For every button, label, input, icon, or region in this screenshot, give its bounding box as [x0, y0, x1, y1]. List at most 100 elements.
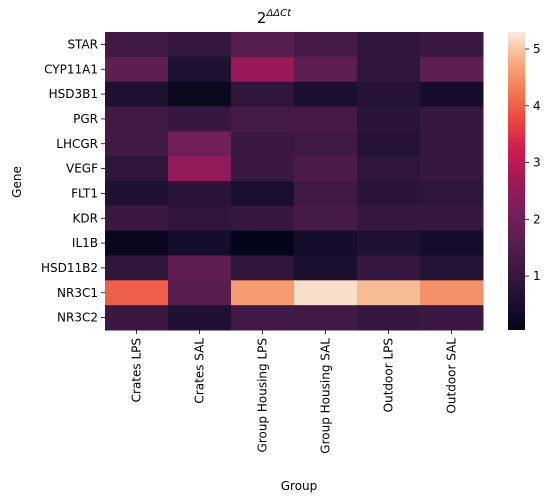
heatmap-cell [294, 106, 358, 132]
heatmap-cell [420, 205, 484, 232]
heatmap-cell [357, 106, 421, 132]
colorbar [508, 32, 525, 330]
heatmap-cell [168, 156, 232, 182]
heatmap-cell [294, 81, 358, 107]
heatmap-cell [231, 305, 295, 331]
heatmap-cell [231, 181, 295, 207]
heatmap-cell [168, 81, 232, 107]
heatmap-cell [294, 230, 358, 256]
heatmap-cell [294, 305, 358, 331]
heatmap-cell [231, 56, 295, 83]
x-axis-label: Group [281, 479, 318, 493]
heatmap-cell [168, 32, 232, 58]
chart-title-superscript: ΔΔCt [265, 8, 292, 19]
heatmap-cell [420, 156, 484, 182]
heatmap-cell [105, 81, 169, 107]
x-tick-label: Group Housing LPS [256, 338, 270, 452]
heatmap-cell [357, 230, 421, 256]
heatmap-cell [105, 56, 169, 83]
heatmap-cell [357, 32, 421, 58]
heatmap-cell [105, 156, 169, 182]
heatmap-cell [357, 131, 421, 157]
heatmap-cell [420, 106, 484, 132]
heatmap-cells [105, 32, 484, 331]
x-tick-label: Group Housing SAL [319, 338, 333, 454]
x-tick-label: Outdoor LPS [382, 338, 396, 412]
x-tick-label: Outdoor SAL [445, 338, 459, 414]
heatmap-cell [420, 255, 484, 281]
y-tick-label: CYP11A1 [44, 62, 98, 76]
heatmap-cell [357, 280, 421, 306]
heatmap-cell [294, 205, 358, 232]
y-tick-label: IL1B [72, 236, 98, 250]
heatmap-cell [231, 106, 295, 132]
colorbar-tick-label: 2 [533, 212, 541, 226]
heatmap-cell [168, 255, 232, 281]
heatmap-cell [105, 230, 169, 256]
heatmap-cell [168, 131, 232, 157]
y-tick-label: NR3C2 [57, 311, 98, 325]
heatmap-cell [357, 81, 421, 107]
y-tick-label: HSD11B2 [41, 261, 98, 275]
heatmap-cell [168, 56, 232, 83]
heatmap-cell [105, 32, 169, 58]
y-axis-label: Gene [10, 166, 24, 198]
heatmap-cell [294, 280, 358, 306]
x-tick-label: Crates LPS [130, 338, 144, 402]
heatmap-cell [294, 32, 358, 58]
colorbar-tick-label: 1 [533, 269, 541, 283]
y-tick-label: LHCGR [56, 137, 98, 151]
heatmap-cell [231, 156, 295, 182]
heatmap-cell [420, 81, 484, 107]
heatmap-cell [231, 280, 295, 306]
heatmap-cell [168, 230, 232, 256]
heatmap-cell [168, 181, 232, 207]
heatmap-cell [420, 181, 484, 207]
x-tick-label: Crates SAL [193, 338, 207, 404]
heatmap-cell [420, 131, 484, 157]
heatmap-cell [357, 205, 421, 232]
heatmap-cell [294, 131, 358, 157]
heatmap-cell [105, 305, 169, 331]
heatmap-cell [168, 205, 232, 232]
heatmap-cell [105, 255, 169, 281]
heatmap-cell [105, 131, 169, 157]
heatmap-cell [231, 230, 295, 256]
heatmap-cell [231, 131, 295, 157]
heatmap-cell [420, 230, 484, 256]
heatmap-cell [420, 280, 484, 306]
heatmap-cell [168, 280, 232, 306]
heatmap-cell [294, 255, 358, 281]
y-tick-label: KDR [73, 211, 98, 225]
heatmap-cell [105, 205, 169, 232]
y-tick-label: VEGF [66, 162, 98, 176]
heatmap-cell [420, 32, 484, 58]
y-tick-label: STAR [67, 37, 98, 51]
heatmap-cell [357, 156, 421, 182]
heatmap-cell [357, 305, 421, 331]
heatmap-cell [294, 56, 358, 83]
colorbar-ticks: 1 2 3 4 5 [525, 42, 541, 283]
heatmap-cell [357, 56, 421, 83]
heatmap-cell [231, 81, 295, 107]
colorbar-tick-label: 4 [533, 99, 541, 113]
y-tick-label: HSD3B1 [49, 87, 98, 101]
heatmap-cell [231, 205, 295, 232]
y-tick-label: PGR [73, 112, 98, 126]
heatmap-cell [168, 106, 232, 132]
chart-title-base: 2 [257, 9, 267, 27]
heatmap-cell [231, 32, 295, 58]
x-tick-labels: Crates LPS Crates SAL Group Housing LPS Gro… [130, 330, 459, 454]
heatmap-cell [357, 255, 421, 281]
heatmap-cell [294, 181, 358, 207]
y-tick-labels: STAR CYP11A1 HSD3B1 PGR LHCGR VEGF FLT1 KDR IL1B… [41, 37, 105, 325]
colorbar-tick-label: 5 [533, 42, 541, 56]
heatmap-cell [420, 305, 484, 331]
heatmap-cell [294, 156, 358, 182]
heatmap-cell [420, 56, 484, 83]
heatmap-cell [168, 305, 232, 331]
y-tick-label: NR3C1 [57, 286, 98, 300]
heatmap-cell [105, 181, 169, 207]
heatmap-cell [105, 106, 169, 132]
